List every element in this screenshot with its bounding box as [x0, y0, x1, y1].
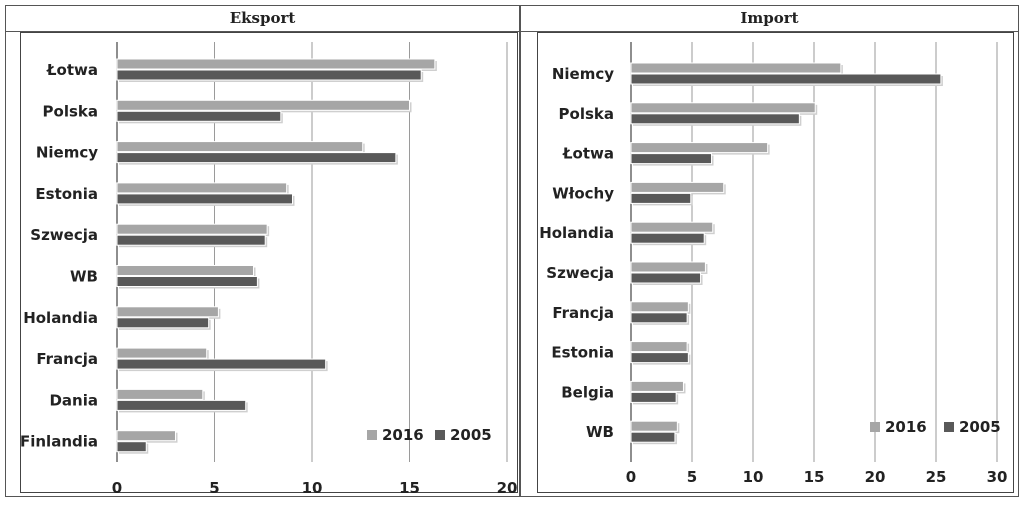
- export-bar-2005: [116, 193, 293, 205]
- import-category-label: Szwecja: [546, 264, 614, 282]
- import-category-label: Włochy: [552, 184, 614, 202]
- import-x-tick-label: 20: [865, 468, 886, 486]
- import-bar-2016: [630, 261, 706, 273]
- export-x-tick-label: 5: [209, 479, 219, 497]
- import-category-label: Holandia: [539, 224, 614, 242]
- export-category-label: Łotwa: [46, 61, 98, 79]
- import-legend-swatch-2016: [870, 422, 880, 432]
- export-legend-label: 2005: [450, 426, 492, 444]
- import-x-tick-label: 5: [687, 468, 697, 486]
- import-bar-2016: [630, 301, 689, 313]
- import-chart-area: [537, 32, 1014, 493]
- export-legend-label: 2016: [382, 426, 424, 444]
- import-panel-title: Import: [520, 5, 1019, 32]
- export-bar-2005: [116, 152, 397, 164]
- import-bar-2005: [630, 73, 942, 85]
- import-bar-2005: [630, 192, 692, 204]
- export-bar-2005: [116, 358, 327, 370]
- export-category-label: Francja: [36, 350, 98, 368]
- import-category-label: Polska: [559, 105, 614, 123]
- import-category-label: Francja: [552, 304, 614, 322]
- import-category-label: WB: [586, 423, 614, 441]
- export-bar-2005: [116, 110, 282, 122]
- import-bar-2016: [630, 181, 725, 193]
- export-x-tick-label: 20: [497, 479, 518, 497]
- export-panel-title: Eksport: [5, 5, 520, 32]
- import-panel-frame: [520, 32, 1019, 497]
- import-legend-swatch-2005: [944, 422, 954, 432]
- import-x-tick-label: 0: [626, 468, 636, 486]
- import-x-tick-label: 15: [804, 468, 825, 486]
- export-x-tick-label: 10: [302, 479, 323, 497]
- export-bar-2005: [116, 276, 258, 287]
- import-x-tick-label: 25: [926, 468, 947, 486]
- import-bar-2005: [630, 113, 800, 125]
- import-bar-2005: [630, 232, 705, 244]
- export-bar-2016: [116, 347, 208, 359]
- import-bar-2005: [630, 391, 677, 403]
- import-category-label: Niemcy: [552, 65, 614, 83]
- export-bar-2016: [116, 430, 176, 442]
- import-x-tick-label: 10: [743, 468, 764, 486]
- import-legend-label: 2016: [885, 418, 927, 436]
- import-bar-2005: [630, 272, 702, 284]
- export-bar-2005: [116, 441, 147, 453]
- export-bar-2016: [116, 223, 268, 235]
- import-category-label: Belgia: [561, 383, 614, 401]
- export-category-label: Dania: [49, 391, 98, 409]
- export-panel-frame: [5, 32, 520, 497]
- export-category-label: Niemcy: [36, 144, 98, 162]
- export-legend-swatch-2005: [435, 430, 445, 440]
- import-bar-2005: [630, 153, 713, 165]
- export-legend-swatch-2016: [367, 430, 377, 440]
- import-bar-2016: [630, 102, 816, 114]
- export-category-label: Finlandia: [20, 433, 98, 451]
- export-bar-2005: [116, 399, 247, 411]
- export-x-tick-label: 15: [399, 479, 420, 497]
- import-bar-2005: [630, 352, 689, 364]
- import-legend-label: 2005: [959, 418, 1001, 436]
- export-category-label: WB: [70, 268, 98, 286]
- import-bar-2016: [630, 142, 769, 154]
- export-category-label: Szwecja: [30, 226, 98, 244]
- import-bar-2016: [630, 62, 842, 74]
- import-bar-2016: [630, 380, 684, 392]
- import-bar-2005: [630, 312, 688, 324]
- export-bar-2016: [116, 58, 436, 70]
- import-bar-2005: [630, 431, 676, 443]
- import-bar-2016: [630, 221, 714, 233]
- import-x-tick-label: 30: [987, 468, 1008, 486]
- import-category-label: Łotwa: [562, 145, 614, 163]
- export-bar-2005: [116, 69, 422, 81]
- import-bar-2016: [630, 420, 678, 432]
- export-bar-2016: [116, 265, 254, 276]
- export-bar-2016: [116, 306, 219, 318]
- export-category-label: Estonia: [35, 185, 98, 203]
- import-category-label: Estonia: [551, 344, 614, 362]
- export-category-label: Polska: [43, 102, 98, 120]
- export-bar-2016: [116, 99, 410, 111]
- export-bar-2016: [116, 388, 204, 400]
- export-category-label: Holandia: [23, 309, 98, 327]
- export-bar-2005: [116, 317, 210, 329]
- export-bar-2005: [116, 234, 266, 246]
- export-bar-2016: [116, 141, 364, 153]
- export-bar-2016: [116, 182, 288, 194]
- import-bar-2016: [630, 341, 688, 353]
- export-x-tick-label: 0: [112, 479, 122, 497]
- export-chart-area: [20, 32, 518, 493]
